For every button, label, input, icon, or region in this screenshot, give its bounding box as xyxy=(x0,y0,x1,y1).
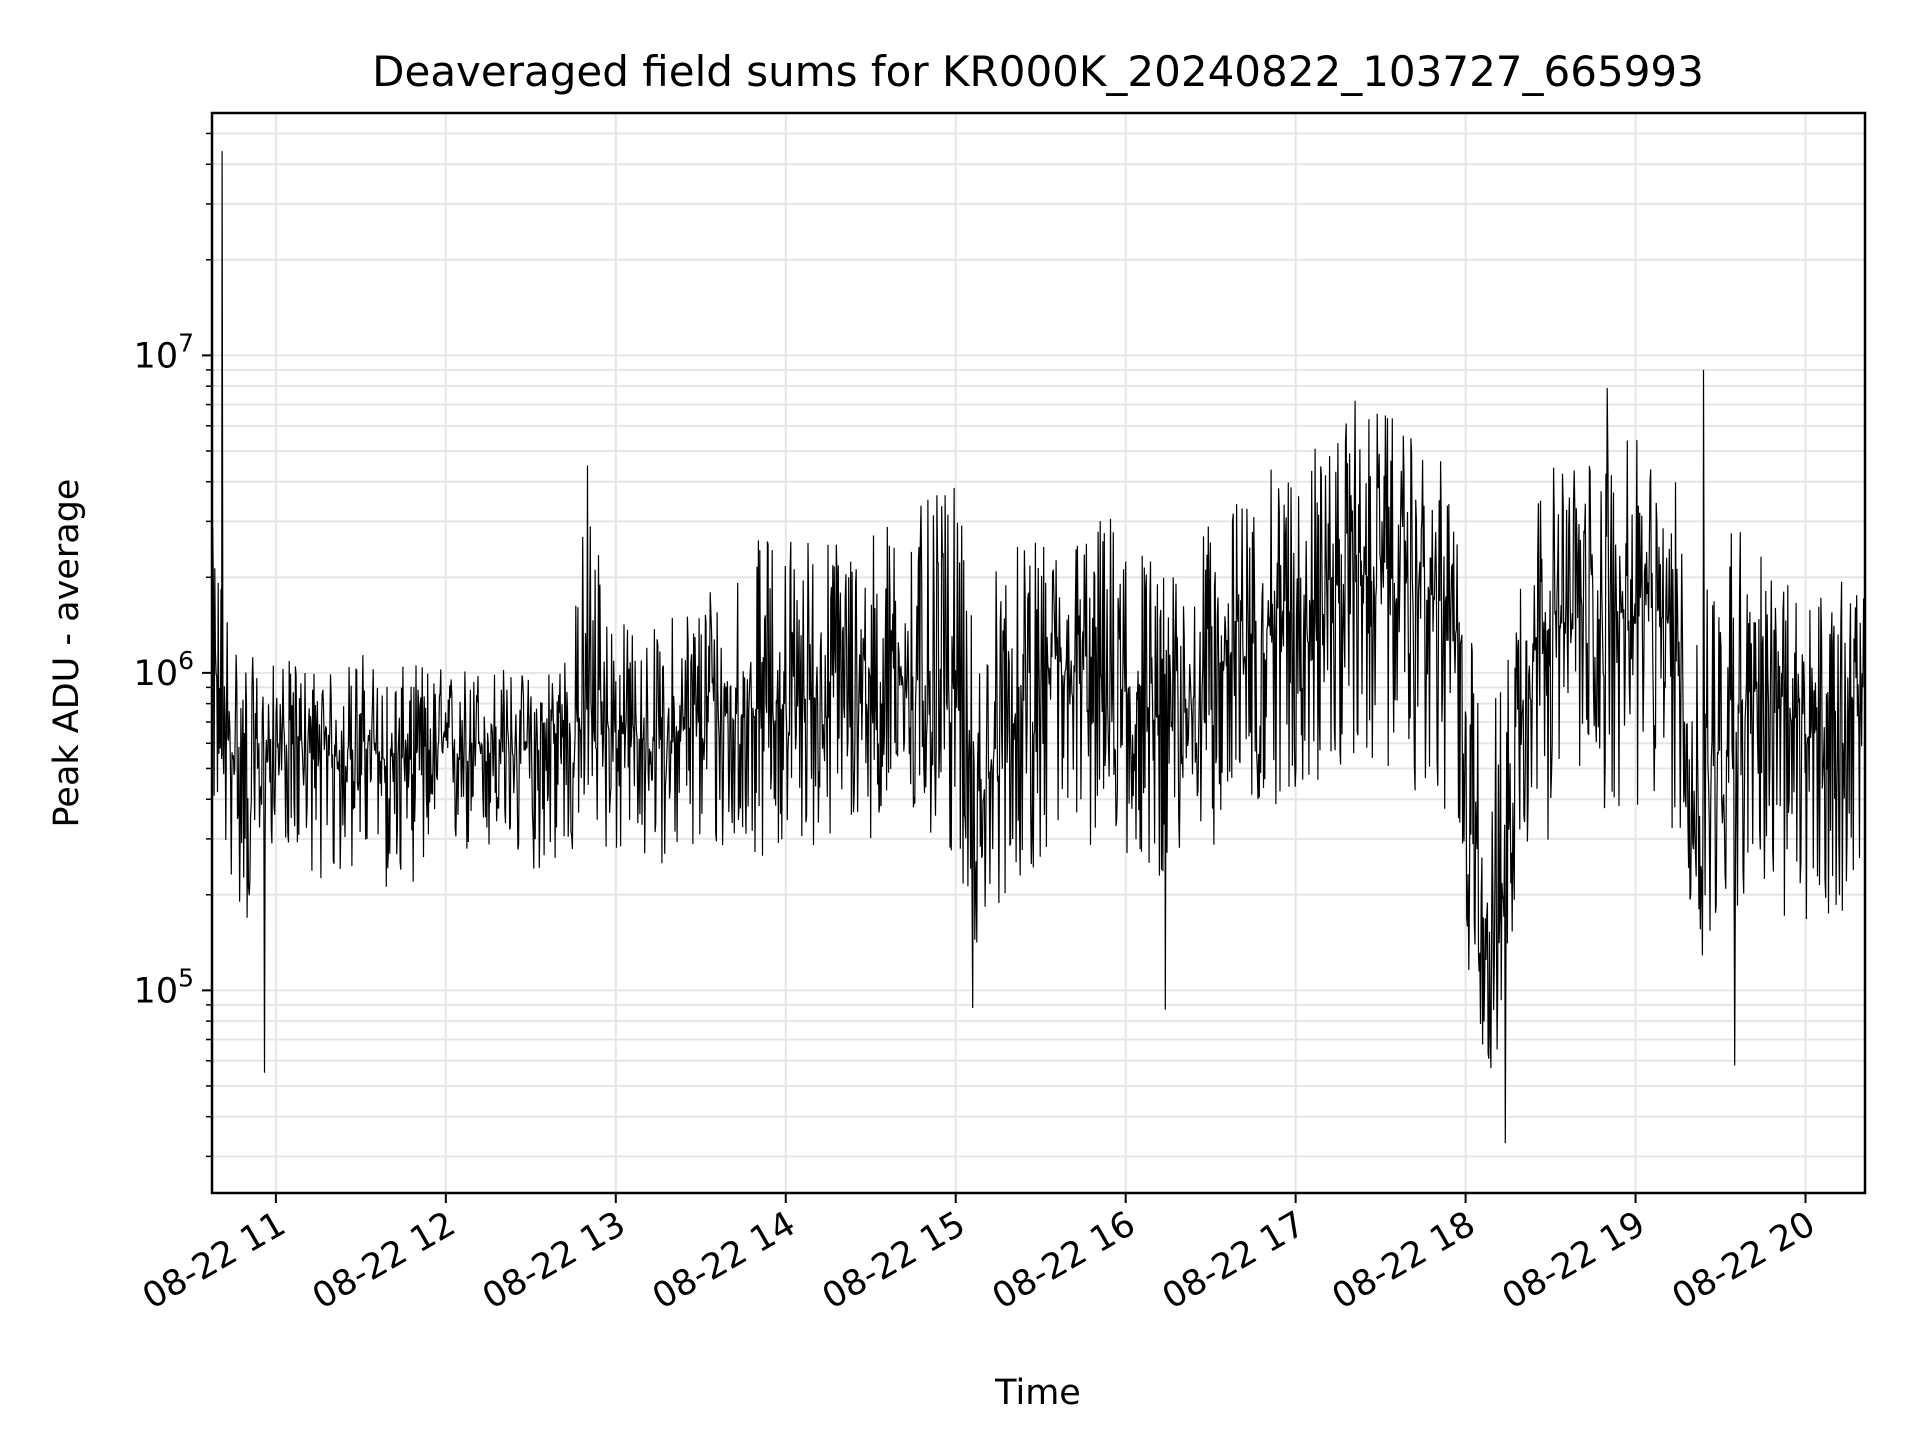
axes-frame xyxy=(210,111,1867,1195)
y-axis: 105 106 107 xyxy=(134,132,212,1158)
y-tick-label: 107 xyxy=(134,328,194,376)
y-axis-label: Peak ADU - average xyxy=(47,479,87,828)
series-line xyxy=(211,151,1866,1144)
y-tick-label: 106 xyxy=(134,646,194,694)
data-series xyxy=(211,151,1866,1144)
x-axis-label: Time xyxy=(994,1373,1081,1413)
grid xyxy=(212,113,1865,1193)
chart-title: Deaveraged field sums for KR000K_2024082… xyxy=(372,47,1704,96)
y-tick-label: 105 xyxy=(134,963,194,1011)
